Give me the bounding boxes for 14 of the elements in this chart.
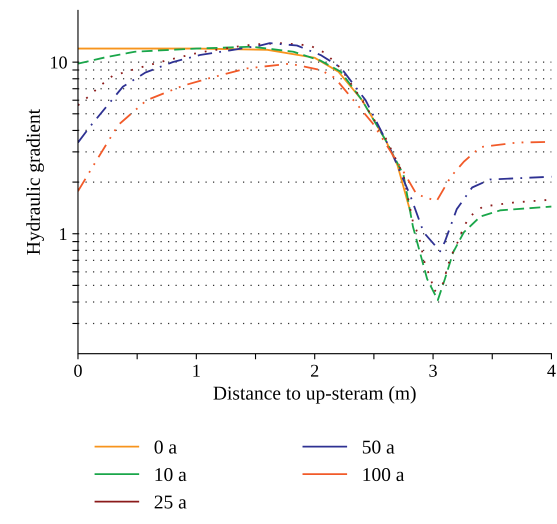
x-tick-label: 0 <box>74 364 82 377</box>
legend-label: 25 a <box>154 496 186 509</box>
y-tick-label: 10 <box>51 56 67 69</box>
x-tick-label: 4 <box>547 364 556 377</box>
x-axis-title: Distance to up-steram (m) <box>213 386 416 404</box>
legend-label: 0 a <box>154 440 177 454</box>
legend-label: 50 a <box>362 440 394 454</box>
x-tick-label: 2 <box>310 364 318 377</box>
legend-label: 10 a <box>156 468 186 482</box>
legend-label: 100 a <box>363 468 404 482</box>
x-tick-label: 3 <box>429 364 437 377</box>
y-axis-title: Hydraulic gradient <box>26 109 44 255</box>
x-tick-label: 1 <box>193 364 200 377</box>
line-series <box>78 48 412 214</box>
